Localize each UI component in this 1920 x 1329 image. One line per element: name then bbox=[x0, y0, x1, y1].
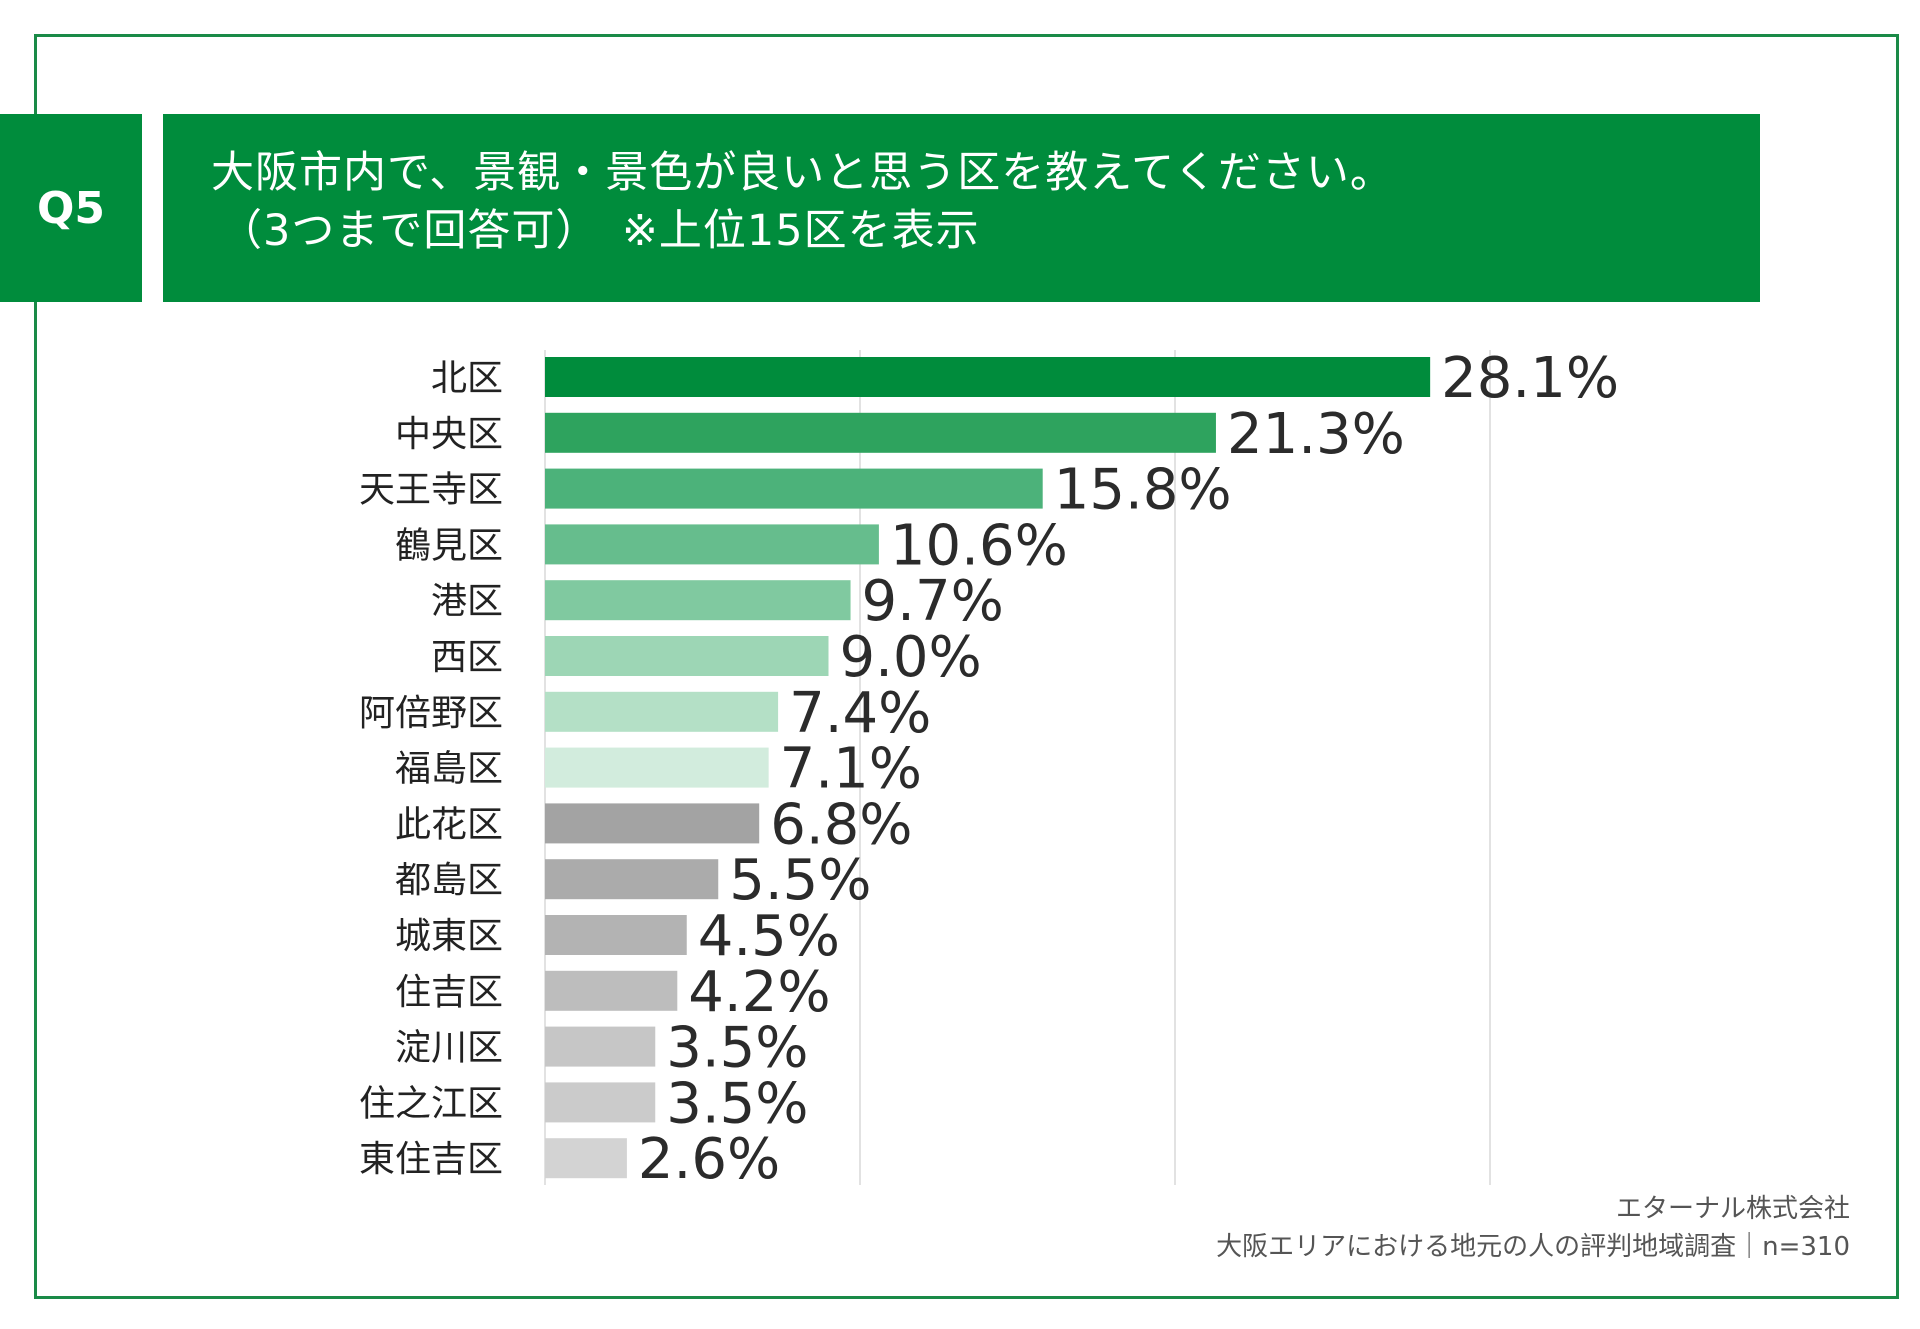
bar-7 bbox=[545, 691, 779, 732]
category-label-13: 淀川区 bbox=[395, 1028, 503, 1069]
data-label-6: 9.0% bbox=[840, 625, 982, 690]
question-number-badge: Q5 bbox=[0, 114, 142, 302]
bar-6 bbox=[545, 636, 829, 676]
data-label-7: 7.4% bbox=[789, 681, 931, 746]
category-label-8: 福島区 bbox=[395, 749, 503, 790]
question-text-line2: （3つまで回答可） ※上位15区を表示 bbox=[219, 206, 980, 256]
bar-3 bbox=[545, 468, 1043, 509]
data-label-4: 10.6% bbox=[890, 513, 1068, 578]
data-label-8: 7.1% bbox=[780, 737, 922, 802]
question-number: Q5 bbox=[36, 182, 106, 234]
bar-8 bbox=[545, 747, 769, 788]
data-label-13: 3.5% bbox=[666, 1016, 808, 1081]
chart-frame bbox=[34, 34, 1899, 1299]
category-label-14: 住之江区 bbox=[359, 1083, 503, 1124]
category-label-12: 住吉区 bbox=[395, 972, 503, 1013]
data-label-2: 21.3% bbox=[1227, 402, 1405, 467]
category-label-4: 鶴見区 bbox=[395, 525, 503, 566]
bar-9 bbox=[545, 803, 760, 844]
category-label-15: 東住吉区 bbox=[359, 1139, 503, 1180]
data-label-3: 15.8% bbox=[1054, 458, 1232, 523]
category-label-6: 西区 bbox=[431, 637, 503, 678]
data-label-9: 6.8% bbox=[770, 792, 912, 857]
category-label-5: 港区 bbox=[431, 581, 503, 622]
bar-4 bbox=[545, 524, 879, 565]
bar-14 bbox=[545, 1082, 656, 1123]
bar-12 bbox=[545, 970, 678, 1011]
question-text-line1: 大阪市内で、景観・景色が良いと思う区を教えてください。 bbox=[211, 148, 1394, 198]
data-label-15: 2.6% bbox=[638, 1127, 780, 1192]
bar-10 bbox=[545, 859, 719, 900]
category-label-2: 中央区 bbox=[395, 414, 503, 455]
bar-5 bbox=[545, 580, 851, 621]
bar-13 bbox=[545, 1026, 656, 1067]
question-header: 大阪市内で、景観・景色が良いと思う区を教えてください。 （3つまで回答可） ※上… bbox=[163, 114, 1760, 302]
data-label-14: 3.5% bbox=[666, 1071, 808, 1136]
bar-11 bbox=[545, 915, 687, 955]
data-label-12: 4.2% bbox=[688, 960, 830, 1025]
footer-survey: 大阪エリアにおける地元の人の評判地域調査｜n=310 bbox=[1216, 1232, 1850, 1262]
category-label-10: 都島区 bbox=[395, 860, 503, 901]
data-label-5: 9.7% bbox=[862, 569, 1004, 634]
category-label-1: 北区 bbox=[431, 358, 503, 399]
footer: エターナル株式会社 大阪エリアにおける地元の人の評判地域調査｜n=310 bbox=[1216, 1190, 1850, 1266]
bar-1 bbox=[545, 357, 1431, 397]
category-label-7: 阿倍野区 bbox=[359, 693, 503, 734]
data-label-10: 5.5% bbox=[729, 848, 871, 913]
category-label-3: 天王寺区 bbox=[359, 470, 503, 511]
bar-15 bbox=[545, 1138, 627, 1179]
data-label-1: 28.1% bbox=[1441, 346, 1619, 411]
bar-2 bbox=[545, 412, 1216, 453]
category-label-11: 城東区 bbox=[395, 916, 503, 957]
footer-company: エターナル株式会社 bbox=[1615, 1194, 1850, 1224]
data-label-11: 4.5% bbox=[698, 904, 840, 969]
category-label-9: 此花区 bbox=[395, 804, 503, 845]
